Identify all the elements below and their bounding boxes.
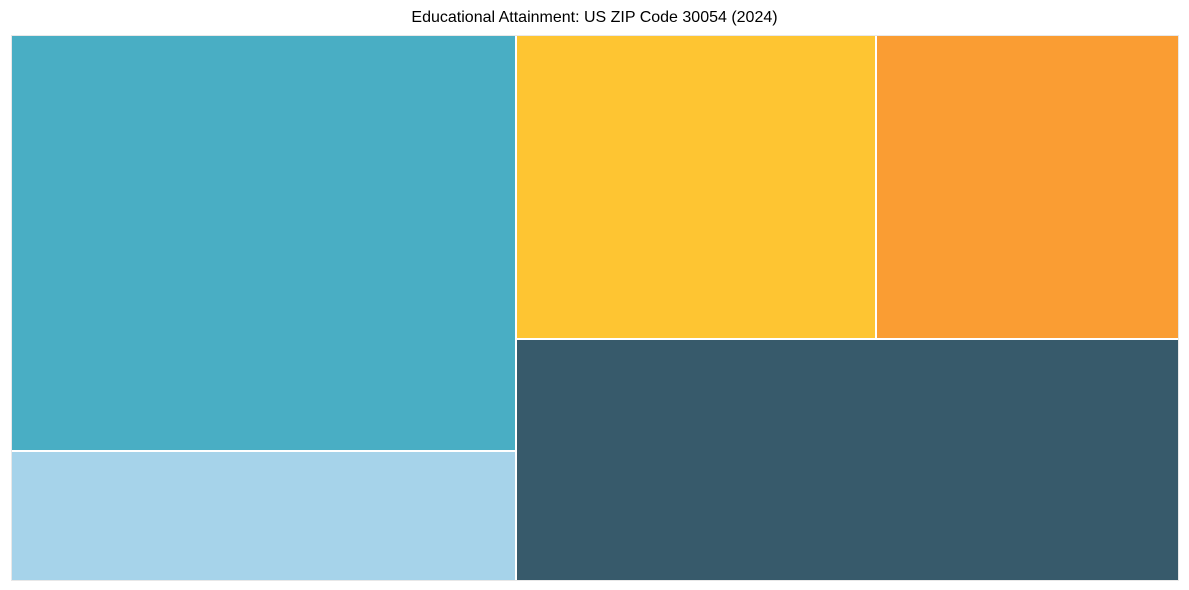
treemap-segment-light-blue[interactable] xyxy=(12,451,515,580)
treemap-segment-dark-slate[interactable] xyxy=(516,339,1178,580)
treemap-segment-teal[interactable] xyxy=(12,36,515,450)
chart-title: Educational Attainment: US ZIP Code 3005… xyxy=(411,9,778,26)
treemap-segment-yellow[interactable] xyxy=(516,36,875,338)
treemap-segment-orange[interactable] xyxy=(876,36,1178,338)
treemap-plot-area xyxy=(11,35,1179,581)
